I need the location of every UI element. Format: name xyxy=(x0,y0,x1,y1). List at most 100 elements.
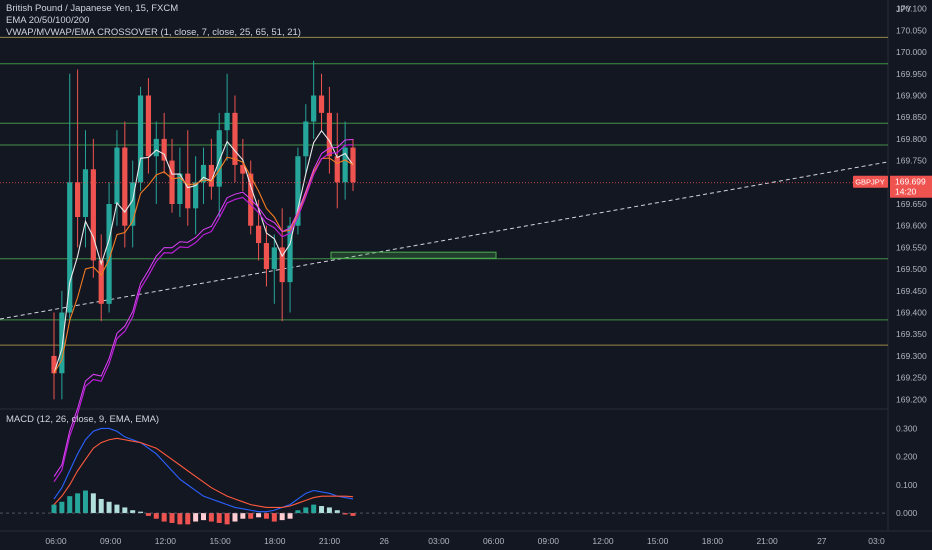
candle-body xyxy=(75,182,81,218)
candle xyxy=(295,147,301,235)
candle-body xyxy=(232,112,238,165)
macd-legend[interactable]: MACD (12, 26, close, 9, EMA, EMA) xyxy=(6,414,159,426)
candle xyxy=(334,112,340,209)
macd-histogram-bar xyxy=(248,513,254,519)
macd-histogram-bar xyxy=(169,513,175,523)
macd-histogram-bar xyxy=(208,513,214,522)
macd-histogram-bar xyxy=(287,513,293,519)
candle xyxy=(271,234,277,304)
candle xyxy=(232,95,238,183)
macd-histogram-bar xyxy=(185,513,191,525)
candle xyxy=(169,138,175,213)
time-axis-tick: 26 xyxy=(379,536,389,546)
candle xyxy=(153,121,159,204)
indicator-vwap-label[interactable]: VWAP/MVWAP/EMA CROSSOVER (1, close, 7, c… xyxy=(6,27,301,38)
macd-histogram-bar xyxy=(342,513,348,515)
macd-histogram-bar xyxy=(232,513,238,522)
price-axis-tick: 169.200 xyxy=(896,394,927,404)
signal-line xyxy=(53,437,354,508)
price-axis-tick: 170.100 xyxy=(896,4,927,14)
price-axis-tick: 169.950 xyxy=(896,69,927,79)
price-axis-tick: 169.900 xyxy=(896,90,927,100)
current-price-tag xyxy=(890,175,932,198)
macd-axis-tick: 0.300 xyxy=(896,423,918,433)
macd-histogram-bar xyxy=(216,513,222,523)
candle xyxy=(224,73,230,161)
candle xyxy=(326,86,332,174)
price-axis-tick: 169.750 xyxy=(896,156,927,166)
time-axis-tick: 09:00 xyxy=(538,536,560,546)
candle-body xyxy=(287,225,293,283)
candle-body xyxy=(122,147,128,226)
macd-histogram-bar xyxy=(256,513,262,518)
symbol-title: British Pound / Japanese Yen, 15, FXCM xyxy=(6,3,179,14)
time-axis-tick: 15:00 xyxy=(209,536,231,546)
candle xyxy=(185,130,191,226)
macd-line xyxy=(53,427,354,513)
candle-body xyxy=(130,182,136,226)
price-axis-tick: 169.600 xyxy=(896,221,927,231)
macd-histogram-bar xyxy=(82,490,88,514)
candle xyxy=(240,138,246,191)
time-axis-tick: 03:0 xyxy=(868,536,885,546)
candle-body xyxy=(271,247,277,270)
macd-histogram-bar xyxy=(303,507,309,514)
candle xyxy=(75,69,81,248)
time-axis-tick: 21:00 xyxy=(319,536,341,546)
candle xyxy=(90,138,96,278)
price-axis-tick: 169.800 xyxy=(896,134,927,144)
macd-label[interactable]: MACD (12, 26, close, 9, EMA, EMA) xyxy=(6,414,160,425)
macd-histogram-bar xyxy=(350,513,356,516)
trend-line xyxy=(0,161,889,320)
candle xyxy=(98,234,104,322)
candle xyxy=(318,73,325,131)
candle-body xyxy=(193,182,199,209)
candle xyxy=(130,160,136,248)
candle-body xyxy=(318,95,325,113)
candle-body xyxy=(59,312,65,374)
time-axis-tick: 06:00 xyxy=(45,536,67,546)
candle xyxy=(200,147,207,204)
price-axis-tick: 169.650 xyxy=(896,199,927,209)
candle xyxy=(263,225,270,287)
macd-axis-tick: 0.100 xyxy=(896,480,918,490)
candle xyxy=(51,312,57,400)
macd-histogram-bar xyxy=(138,511,144,514)
candle-body xyxy=(200,164,207,183)
candle xyxy=(114,130,120,226)
candle-body xyxy=(145,95,152,157)
price-axis-tick: 169.350 xyxy=(896,329,927,339)
macd-histogram-bar xyxy=(263,513,269,519)
time-axis-tick: 03:00 xyxy=(428,536,450,546)
candle-body xyxy=(67,182,73,313)
candle xyxy=(311,60,317,139)
indicator-ema-label[interactable]: EMA 20/50/100/200 xyxy=(6,15,90,26)
candle-body xyxy=(82,169,89,218)
candle-body xyxy=(303,121,309,157)
macd-histogram-bar xyxy=(334,510,340,514)
candle-body xyxy=(161,138,167,161)
time-axis-tick: 21:00 xyxy=(756,536,778,546)
candle xyxy=(122,121,128,248)
candle-body xyxy=(216,130,222,187)
price-axis-currency: JPY xyxy=(896,4,912,14)
vwap-line xyxy=(53,129,354,374)
time-axis-tick: 12:00 xyxy=(592,536,614,546)
ema-100-line xyxy=(53,138,354,477)
macd-histogram-bar xyxy=(193,513,199,522)
macd-axis-tick: 0.000 xyxy=(896,508,918,518)
candle-body xyxy=(263,243,270,270)
candle-body xyxy=(90,169,96,261)
candle-body xyxy=(185,173,191,209)
macd-histogram-bar xyxy=(67,496,73,514)
macd-histogram-bar xyxy=(279,513,285,521)
time-axis-tick: 18:00 xyxy=(264,536,286,546)
candle-body xyxy=(169,160,175,204)
time-axis-tick: 27 xyxy=(817,536,827,546)
candle-body xyxy=(295,156,301,226)
price-axis-tick: 170.000 xyxy=(896,47,927,57)
candle-body xyxy=(208,164,214,187)
candle-body xyxy=(326,112,332,157)
